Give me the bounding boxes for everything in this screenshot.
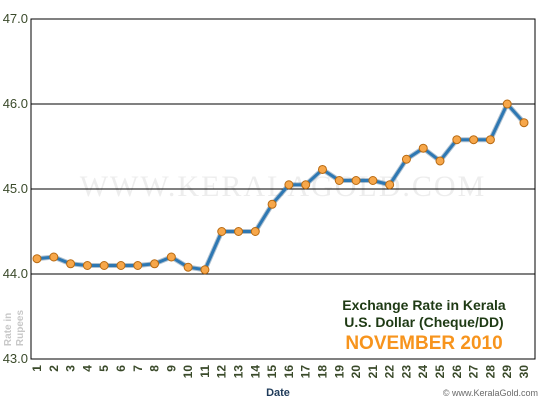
- x-tick-label: 25: [433, 365, 447, 379]
- x-tick-label: 7: [131, 365, 145, 372]
- data-point: [385, 180, 395, 190]
- x-tick-label: 26: [450, 365, 464, 379]
- watermark: WWW.KERALAGOLD.COM: [80, 170, 487, 203]
- y-tick-label: 44.0: [3, 266, 28, 281]
- data-point: [301, 180, 311, 190]
- x-axis-ticks: 1 2 3 4 5 6 7 8 9 10 11 12 13 14 15 16 17 18 19 20 21 22 23 24 2…: [30, 365, 531, 379]
- data-point: [267, 199, 277, 209]
- x-tick-label: 29: [500, 365, 514, 379]
- data-point: [519, 118, 529, 128]
- x-axis-label: Date: [266, 387, 290, 399]
- x-tick-label: 3: [64, 365, 78, 372]
- x-tick-label: 18: [315, 365, 329, 379]
- x-tick-label: 6: [114, 365, 128, 372]
- data-markers: [32, 99, 529, 275]
- chart-title-line-2: U.S. Dollar (Cheque/DD): [344, 314, 503, 330]
- x-tick-label: 17: [299, 365, 313, 379]
- data-point: [469, 135, 479, 145]
- y-tick-label: 43.0: [3, 351, 28, 366]
- x-tick-label: 10: [181, 365, 195, 379]
- data-point: [334, 176, 344, 185]
- x-tick-label: 2: [47, 365, 61, 372]
- data-point: [183, 262, 193, 272]
- x-tick-label: 8: [148, 365, 162, 372]
- data-point: [166, 252, 176, 262]
- data-point: [250, 227, 260, 236]
- x-tick-label: 21: [366, 365, 380, 379]
- data-point: [351, 176, 361, 185]
- data-point: [32, 254, 42, 264]
- data-point: [133, 261, 143, 270]
- x-tick-label: 27: [467, 365, 481, 379]
- x-tick-label: 22: [383, 365, 397, 379]
- x-tick-label: 15: [265, 365, 279, 379]
- x-tick-label: 28: [483, 365, 497, 379]
- data-point: [284, 180, 294, 190]
- y-tick-label: 46.0: [3, 96, 28, 111]
- x-tick-label: 30: [517, 365, 531, 379]
- y-axis-label: Rate in Rupees: [3, 310, 26, 347]
- chart-title-line-1: Exchange Rate in Kerala: [342, 297, 506, 313]
- site-credit: © www.KeralaGold.com: [443, 388, 538, 398]
- x-tick-label: 23: [399, 365, 413, 379]
- data-point: [49, 252, 59, 262]
- x-tick-label: 5: [97, 365, 111, 372]
- y-tick-label: 45.0: [3, 181, 28, 196]
- x-tick-label: 24: [416, 365, 430, 379]
- x-tick-label: 14: [248, 365, 262, 379]
- x-tick-label: 11: [198, 365, 212, 378]
- data-point: [485, 135, 495, 145]
- data-point: [200, 265, 210, 275]
- data-point: [66, 259, 76, 269]
- x-tick-label: 19: [332, 365, 346, 379]
- data-point: [116, 261, 126, 270]
- data-point: [82, 261, 92, 270]
- data-point: [502, 99, 512, 109]
- x-tick-label: 12: [215, 365, 229, 379]
- data-point: [150, 259, 160, 269]
- chart-subtitle: NOVEMBER 2010: [345, 333, 502, 354]
- data-point: [418, 143, 428, 153]
- y-axis-ticks: 43.0 44.0 45.0 46.0 47.0: [3, 11, 28, 366]
- data-point: [217, 227, 227, 236]
- data-point: [317, 164, 327, 174]
- data-point: [368, 176, 378, 185]
- x-tick-label: 1: [30, 365, 44, 372]
- data-point: [234, 227, 244, 236]
- x-tick-label: 9: [164, 365, 178, 372]
- data-point: [435, 156, 445, 166]
- data-point: [452, 135, 462, 145]
- x-tick-label: 20: [349, 365, 363, 379]
- data-point: [99, 261, 109, 270]
- x-tick-label: 4: [80, 365, 94, 372]
- x-tick-label: 13: [232, 365, 246, 379]
- data-point: [401, 154, 411, 164]
- grid-lines: [31, 103, 535, 275]
- y-tick-label: 47.0: [3, 11, 28, 26]
- x-tick-label: 16: [282, 365, 296, 379]
